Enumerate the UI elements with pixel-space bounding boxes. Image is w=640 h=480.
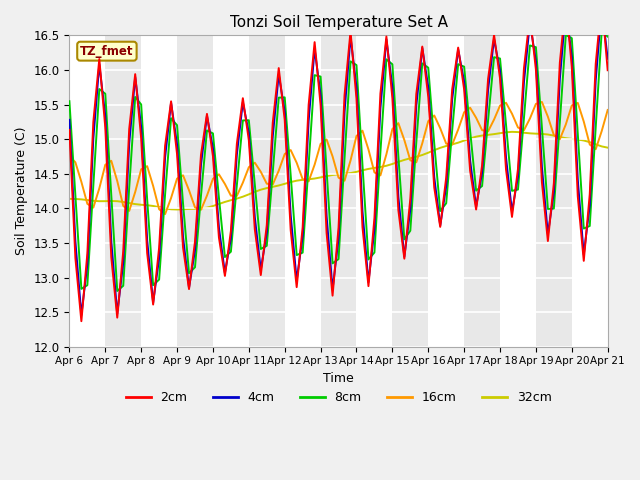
Bar [392,36,428,347]
Bar [213,36,249,347]
Bar [356,36,392,347]
Bar [69,36,106,347]
X-axis label: Time: Time [323,372,354,385]
Y-axis label: Soil Temperature (C): Soil Temperature (C) [15,127,28,255]
Bar [536,36,572,347]
Bar [500,36,536,347]
Text: TZ_fmet: TZ_fmet [80,45,134,58]
Legend: 2cm, 4cm, 8cm, 16cm, 32cm: 2cm, 4cm, 8cm, 16cm, 32cm [120,386,557,409]
Bar [106,36,141,347]
Bar [572,36,608,347]
Bar [249,36,285,347]
Bar [321,36,356,347]
Bar [428,36,464,347]
Bar [285,36,321,347]
Bar [464,36,500,347]
Bar [141,36,177,347]
Title: Tonzi Soil Temperature Set A: Tonzi Soil Temperature Set A [230,15,447,30]
Bar [177,36,213,347]
